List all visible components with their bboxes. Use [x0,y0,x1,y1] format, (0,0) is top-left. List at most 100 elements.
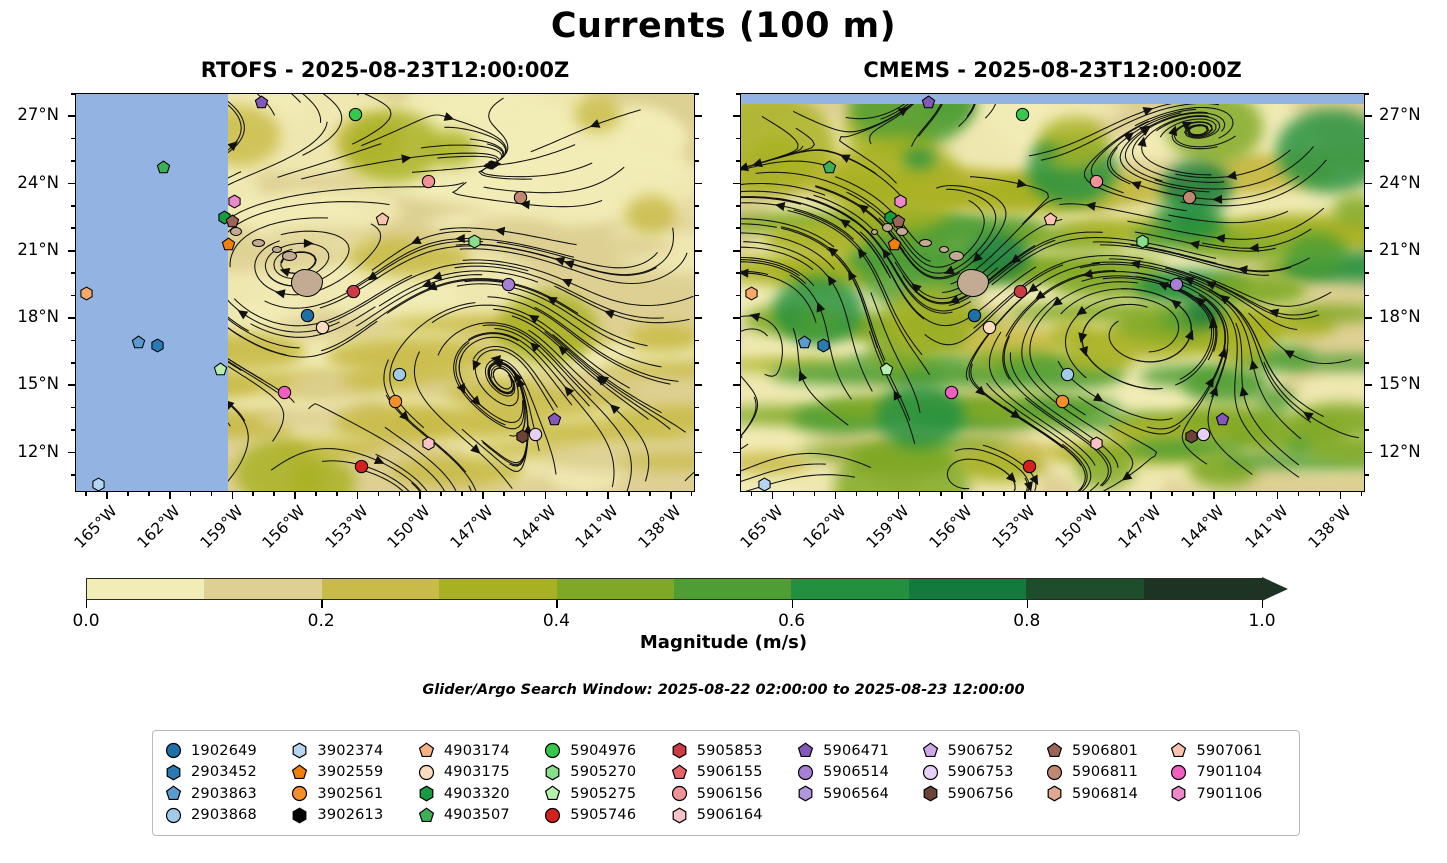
float-marker[interactable] [156,160,171,175]
legend-item[interactable]: 5906564 [797,783,921,805]
float-marker[interactable] [348,107,363,122]
legend-item[interactable]: 5907061 [1170,740,1289,762]
legend-item[interactable]: 5906752 [922,740,1046,762]
float-marker[interactable] [822,160,837,175]
float-marker[interactable] [501,277,516,292]
float-marker[interactable] [1135,234,1150,249]
float-marker[interactable] [893,194,908,209]
legend-item[interactable]: 5906155 [671,762,797,784]
float-marker[interactable] [254,95,269,110]
legend-item[interactable]: 2903868 [165,805,291,827]
legend-item[interactable]: 5905270 [544,762,670,784]
legend-item[interactable]: 5904976 [544,740,670,762]
legend-item[interactable]: 5906801 [1046,740,1170,762]
legend-item[interactable]: 5905746 [544,805,670,827]
legend-item[interactable]: 7901104 [1170,762,1289,784]
float-marker[interactable] [1089,174,1104,189]
float-marker[interactable] [227,194,242,209]
legend-item[interactable]: 3902561 [291,783,417,805]
y-tick-minor [1365,205,1369,207]
float-marker[interactable] [744,286,759,301]
float-marker[interactable] [354,459,369,474]
float-marker[interactable] [388,394,403,409]
float-marker[interactable] [1043,212,1058,227]
float-marker[interactable] [1089,436,1104,451]
streamline-arrow [1239,386,1249,397]
float-legend[interactable]: 1902649 2903452 2903863 2903868 3902374 39025… [152,730,1300,836]
legend-item[interactable]: 5906514 [797,762,921,784]
legend-item[interactable]: 5905853 [671,740,797,762]
float-marker[interactable] [1196,427,1211,442]
legend-item[interactable]: 5906814 [1046,783,1170,805]
float-marker[interactable] [1184,429,1199,445]
legend-item[interactable]: 1902649 [165,740,291,762]
float-marker[interactable] [392,367,407,382]
legend-item[interactable]: 4903507 [418,805,544,827]
legend-item[interactable]: 5906164 [671,805,797,827]
float-marker[interactable] [1022,459,1037,474]
float-marker[interactable] [1060,367,1075,382]
colorbar[interactable]: 0.0 0.2 0.4 0.6 0.8 1.0 [72,577,1318,631]
float-marker[interactable] [797,335,812,350]
landmass [949,251,965,262]
float-marker[interactable] [421,174,436,189]
float-marker[interactable] [91,476,106,491]
legend-item[interactable]: 5906756 [922,783,1046,805]
map-panel-rtofs[interactable] [75,93,695,492]
legend-item[interactable]: 3902559 [291,762,417,784]
float-marker[interactable] [513,190,528,205]
float-marker[interactable] [315,320,330,335]
legend-item[interactable]: 5906753 [922,762,1046,784]
float-marker[interactable] [1013,284,1028,299]
legend-item[interactable]: 4903174 [418,740,544,762]
float-marker[interactable] [1015,107,1030,122]
y-tick-minor [736,294,740,297]
legend-item[interactable]: 4903175 [418,762,544,784]
float-marker[interactable] [921,95,936,110]
colorbar-band-6 [791,579,909,599]
float-marker[interactable] [300,308,315,323]
float-marker[interactable] [1182,190,1197,205]
float-marker[interactable] [887,237,902,252]
float-marker[interactable] [757,476,772,491]
float-marker[interactable] [225,214,240,229]
float-marker[interactable] [1215,411,1230,427]
legend-item[interactable]: 5906471 [797,740,921,762]
legend-item[interactable]: 2903863 [165,783,291,805]
float-marker[interactable] [375,212,390,227]
float-marker[interactable] [421,436,436,451]
legend-item[interactable]: 3902613 [291,805,417,827]
float-marker[interactable] [879,362,894,377]
float-marker[interactable] [213,362,228,377]
legend-item[interactable]: 5906811 [1046,762,1170,784]
float-marker[interactable] [131,335,146,350]
float-marker[interactable] [816,337,831,353]
float-marker[interactable] [221,237,236,252]
float-marker[interactable] [982,320,997,335]
float-marker[interactable] [515,429,530,445]
float-marker[interactable] [346,284,361,299]
float-marker[interactable] [891,214,906,229]
float-marker[interactable] [150,337,165,353]
float-marker[interactable] [277,385,292,400]
legend-item[interactable]: 2903452 [165,762,291,784]
colorbar-band-3 [439,579,557,599]
y-tick-minor [1365,272,1369,274]
float-marker[interactable] [467,234,482,249]
float-marker[interactable] [547,411,562,427]
map-panel-cmems[interactable] [740,93,1365,492]
legend-item[interactable]: 5905275 [544,783,670,805]
float-marker[interactable] [967,308,982,323]
x-tick-label: 141°W [572,502,623,552]
legend-item[interactable]: 3902374 [291,740,417,762]
float-marker[interactable] [944,385,959,400]
float-marker[interactable] [79,286,94,301]
float-marker[interactable] [528,427,543,442]
float-marker[interactable] [1055,394,1070,409]
landmass [895,227,908,237]
legend-item[interactable]: 7901106 [1170,783,1289,805]
legend-item[interactable]: 4903320 [418,783,544,805]
x-tick-label: 141°W [1241,502,1292,552]
legend-item[interactable]: 5906156 [671,783,797,805]
float-marker[interactable] [1169,277,1184,292]
